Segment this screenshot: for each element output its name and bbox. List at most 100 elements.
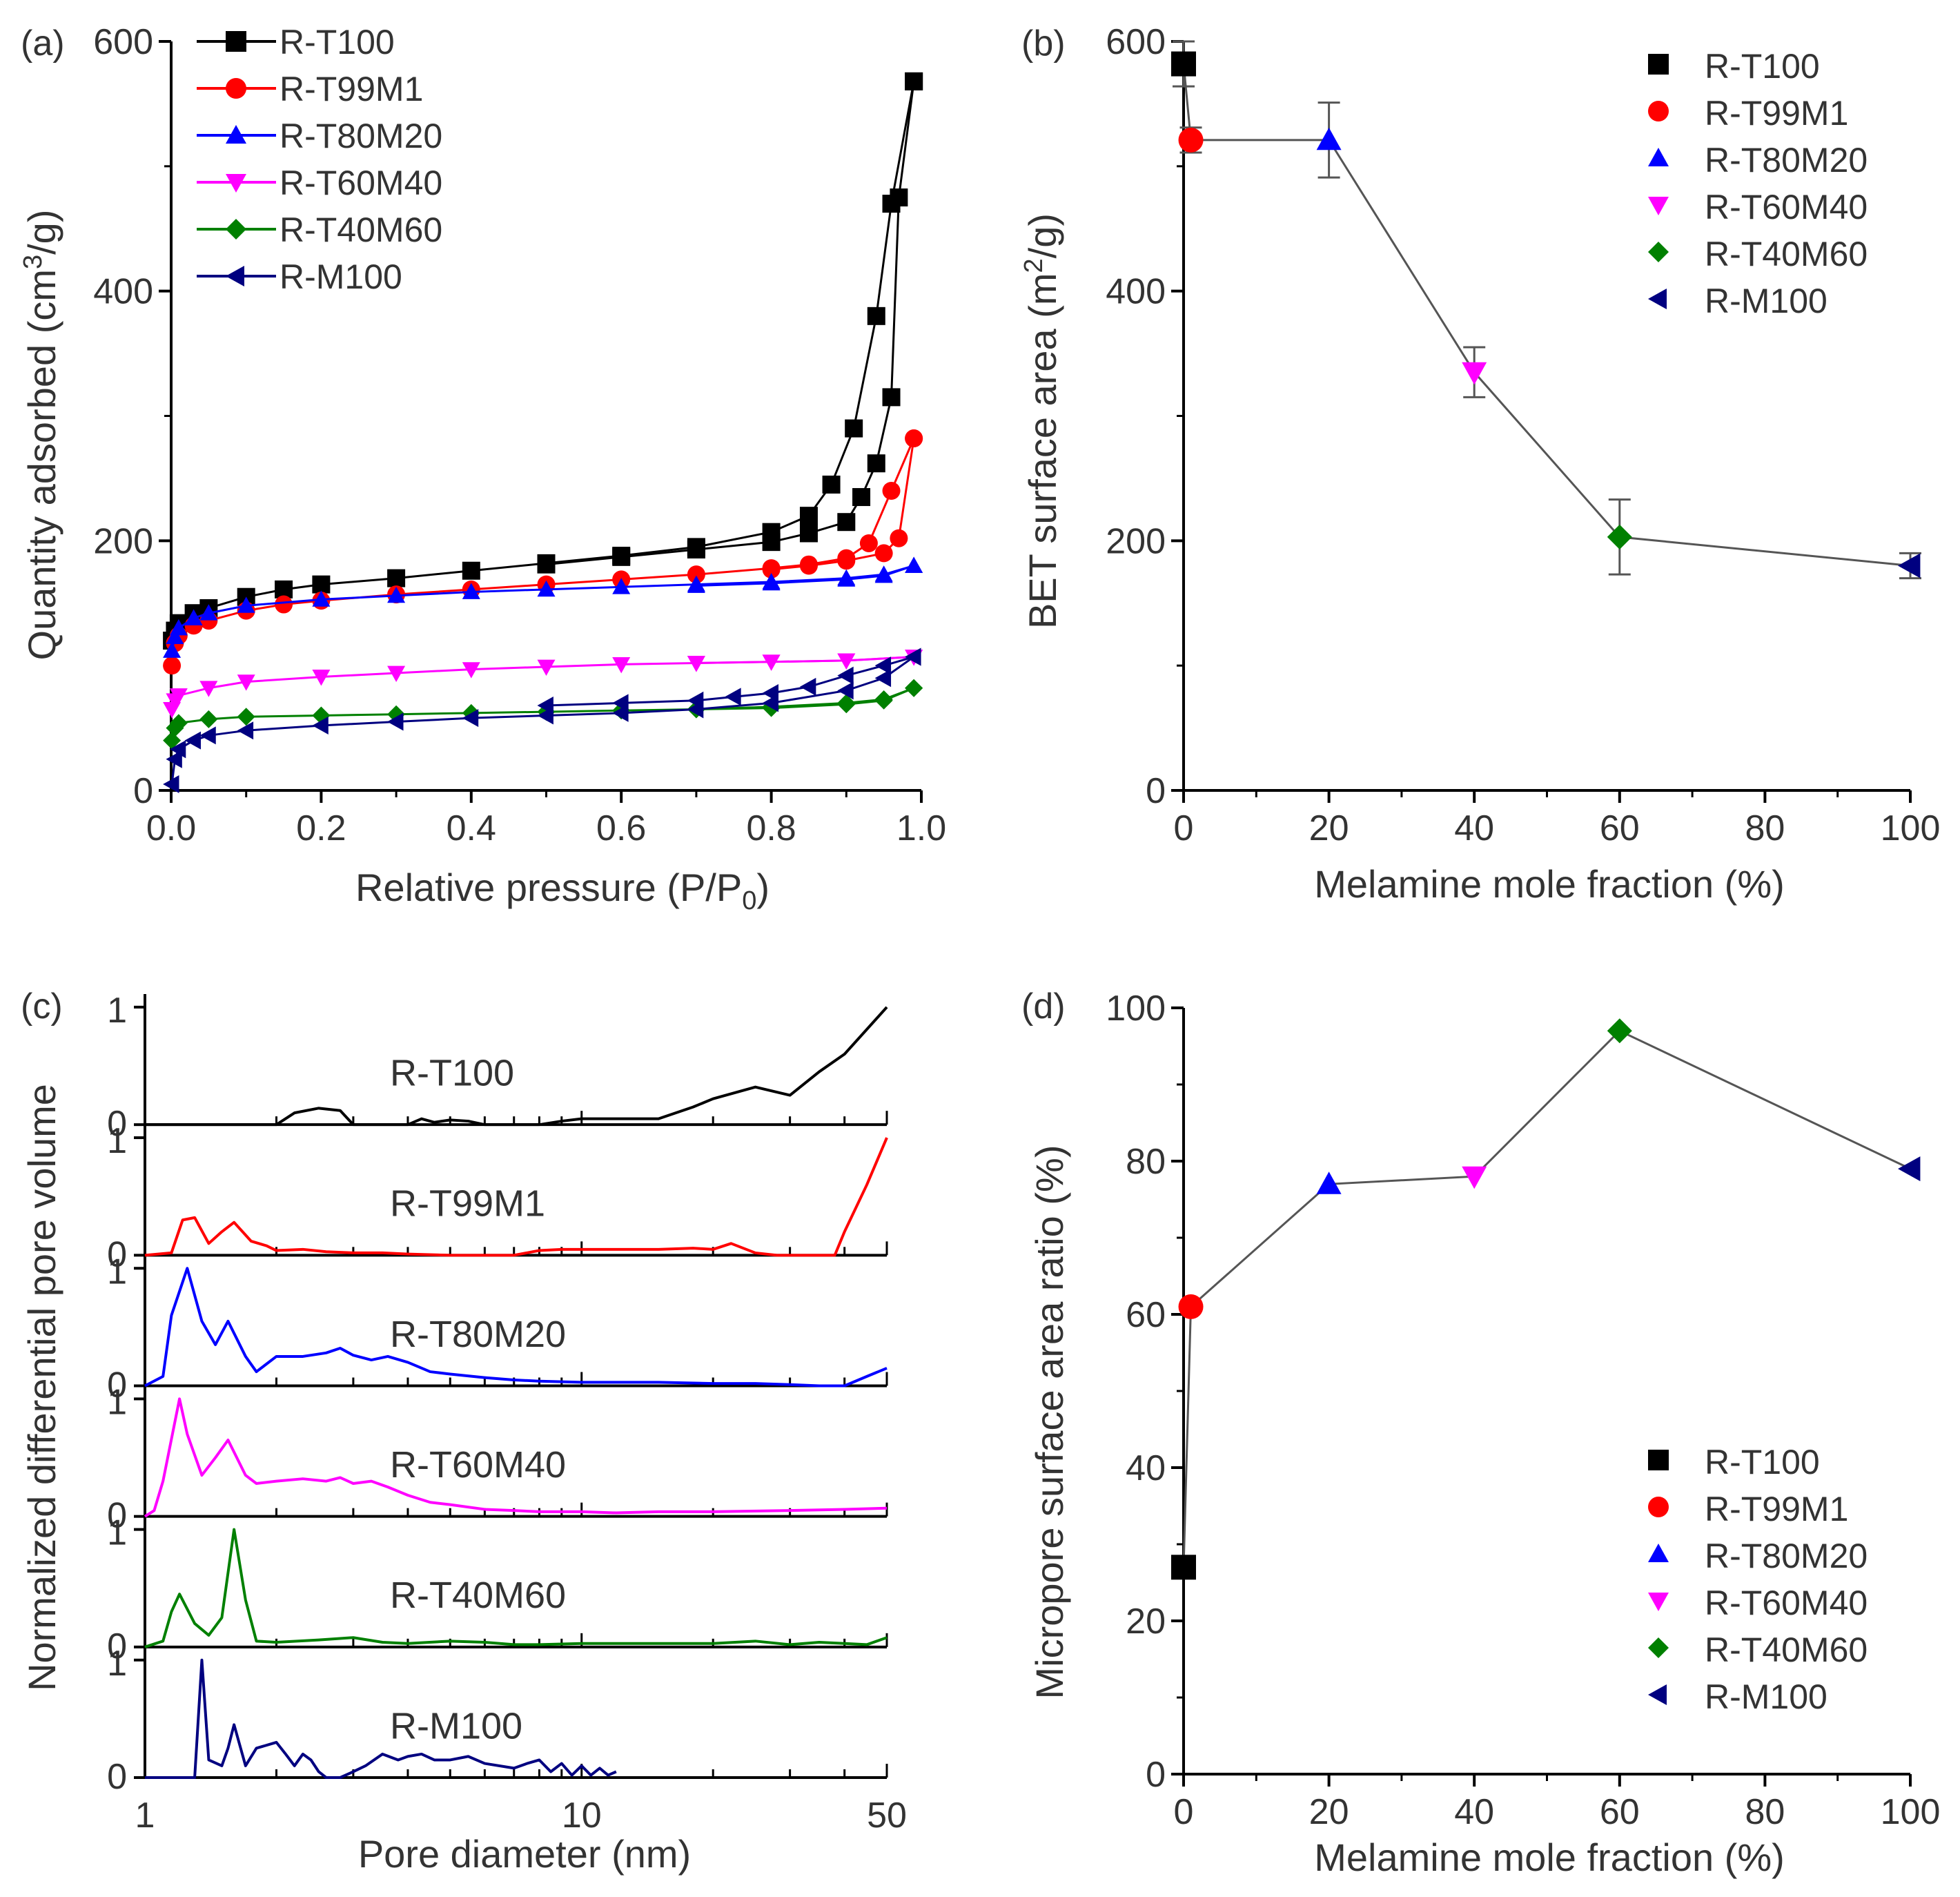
panel-a-r-t100-desorption-point [612, 547, 631, 566]
panel-c-x-tick-label: 1 [135, 1796, 155, 1836]
panel-c-r-t80m20-line [144, 1267, 888, 1388]
panel-a-r-t99m1-adsorption-point [859, 534, 878, 552]
panel-a-r-t100-adsorption-point [867, 307, 885, 325]
panel-a-r-m100-adsorption-point [199, 726, 216, 745]
panel-a-r-m100-desorption-point [537, 697, 553, 715]
panel-a-r-t99m1-desorption-point [799, 556, 818, 575]
panel-d-legend-marker-r-t40m60 [1648, 1637, 1669, 1658]
panel-a-legend-label: R-T100 [280, 23, 395, 61]
panel-a-r-t60m40-adsorption-point [237, 674, 255, 691]
panel-b-legend-label: R-T100 [1705, 47, 1820, 86]
panel-b-point-r-m100 [1898, 553, 1921, 578]
panel-a-legend: R-T100 R-T99M1 R-T80M20 R-T60M40 R-T40M60 R-M… [197, 23, 442, 296]
panel-a-r-t80m20-adsorption-point [312, 590, 331, 607]
panel-d-legend: R-T100 R-T99M1 R-T80M20 R-T60M40 R-T40M60 R-M… [1648, 1443, 1868, 1716]
panel-d-connector-line [1182, 1029, 1911, 1568]
panel-a-legend-label: R-T60M40 [280, 164, 442, 202]
panel-c-y-tick-label: 1 [107, 1513, 127, 1553]
panel-d-x-tick-label: 20 [1309, 1792, 1349, 1832]
panel-b-legend-marker-r-t99m1 [1648, 101, 1669, 121]
panel-b-legend-marker-r-t100 [1648, 54, 1669, 75]
panel-a-r-t80m20-adsorption-point [237, 596, 255, 613]
panel-a-r-t60m40-adsorption-point [387, 665, 406, 683]
panel-a-r-t99m1-adsorption-point [163, 656, 182, 675]
panel-c-r-t100-line [145, 1006, 888, 1127]
panel-b-series [1171, 40, 1921, 580]
panel-a-r-t80m20-adsorption-point [199, 604, 218, 621]
panel-c-y-tick-label: 0 [107, 1365, 127, 1405]
panel-a-legend-marker-r-t100 [226, 31, 246, 52]
panel-c-y-tick-label: 0 [107, 1234, 127, 1274]
panel-b-point-r-t60m40 [1462, 362, 1487, 385]
panel-b-legend-label: R-T80M20 [1705, 141, 1868, 179]
panel-a-r-t80m20-desorption-point [762, 574, 781, 591]
panel-a-r-t99m1-adsorption-point [882, 482, 901, 500]
panel-d-x-tick-label: 80 [1745, 1792, 1785, 1832]
panel-d-y-tick-label: 100 [1106, 989, 1166, 1029]
panel-c-y-tick-label: 1 [107, 1644, 127, 1684]
panel-a-r-t40m60-desorption-point [874, 690, 893, 708]
panel-a-r-t80m20-adsorption-point [169, 619, 188, 636]
panel-d-ticks: 0 20 40 60 80 100 0 20 40 60 80 100 [1106, 989, 1940, 1832]
panel-c-y-tick-label: 1 [107, 991, 127, 1031]
panel-b-x-tick-label: 40 [1454, 808, 1494, 848]
panel-d-point-r-t40m60 [1607, 1018, 1632, 1044]
panel-c-x-tick-label: 50 [867, 1796, 907, 1836]
panel-d-axes [1171, 1006, 1912, 1787]
panel-a-r-m100-adsorption-line [170, 656, 914, 785]
panel-a-r-t99m1-desorption-point [837, 552, 856, 570]
panel-d-legend-marker-r-t80m20 [1648, 1544, 1669, 1562]
panel-a-r-t100-adsorption-point [799, 507, 818, 525]
panel-b-legend-label: R-M100 [1705, 282, 1827, 320]
panel-a-x-tick-label: 0.8 [746, 808, 796, 848]
panel-b-x-tick-label: 0 [1174, 808, 1194, 848]
panel-b-y-tick-label: 400 [1106, 272, 1166, 312]
panel-a-r-t60m40-adsorption-point [462, 662, 480, 679]
panel-a-r-t100-desorption-point [687, 540, 705, 558]
panel-a-r-t80m20-adsorption-point [387, 586, 406, 603]
panel-a-r-t60m40-adsorption-point [312, 670, 331, 686]
panel-a-legend-marker-r-t99m1 [226, 78, 246, 99]
panel-a-r-t99m1-adsorption-point [275, 595, 293, 614]
panel-d-legend-label: R-T99M1 [1705, 1490, 1848, 1528]
panel-b-point-r-t40m60 [1607, 524, 1632, 549]
panel-a-r-t60m40-adsorption-point [537, 659, 556, 676]
panel-b-legend-marker-r-t40m60 [1648, 242, 1669, 262]
panel-a-x-tick-label: 0.0 [146, 808, 196, 848]
panel-d-x-tick-label: 60 [1600, 1792, 1640, 1832]
panel-d-label: (d) [1021, 986, 1066, 1027]
panel-d-legend-label: R-T80M20 [1705, 1537, 1868, 1575]
panel-a-r-m100-adsorption-point [874, 669, 892, 688]
panel-b-label: (b) [1021, 23, 1066, 64]
panel-a-x-tick-label: 0.2 [296, 808, 346, 848]
panel-d-legend-label: R-T40M60 [1705, 1631, 1868, 1669]
panel-a-r-t40m60-desorption-point [905, 679, 923, 697]
panel-a-r-t99m1-adsorption-point [687, 565, 705, 584]
panel-c-y-tick-label: 1 [107, 1252, 127, 1292]
panel-a-r-t80m20-desorption-point [837, 570, 856, 587]
panel-b-legend-label: R-T40M60 [1705, 235, 1868, 273]
panel-a-legend-marker-r-t80m20 [226, 125, 246, 144]
panel-d-legend-marker-r-t100 [1648, 1450, 1669, 1470]
panel-a-r-m100-desorption-point [687, 691, 704, 710]
panel-a-y-tick-label: 600 [93, 22, 153, 62]
panel-a-r-t99m1-desorption-point [890, 529, 908, 547]
panel-a-r-t80m20-adsorption-point [163, 641, 182, 658]
panel-a-r-m100-adsorption-point [387, 712, 404, 731]
panel-a-r-t100-desorption-point [905, 72, 923, 90]
panel-a-r-t80m20-desorption-point [687, 576, 705, 593]
panel-c-ylabel: Normalized differential pore volume [20, 1084, 63, 1691]
panel-d-y-tick-label: 40 [1126, 1448, 1166, 1488]
panel-c-r-t99m1-line [144, 1137, 888, 1257]
panel-a-r-t80m20-desorption-point [905, 556, 923, 573]
panel-b-x-tick-label: 20 [1309, 808, 1349, 848]
panel-b-x-tick-label: 60 [1600, 808, 1640, 848]
panel-a-r-t80m20-adsorption-point [537, 580, 556, 597]
panel-b-bet-surface-area: (b) 0 20 40 60 80 100 0 200 400 600 R-T100 R-T99M1… [1019, 22, 1940, 906]
panel-a-r-t100-desorption-point [890, 188, 908, 207]
panel-a-ylabel: Quantity adsorbed (cm3/g) [19, 210, 63, 661]
panel-a-r-t60m40-desorption-point [687, 656, 705, 672]
panel-c-r-t60m40-label: R-T60M40 [390, 1444, 566, 1486]
